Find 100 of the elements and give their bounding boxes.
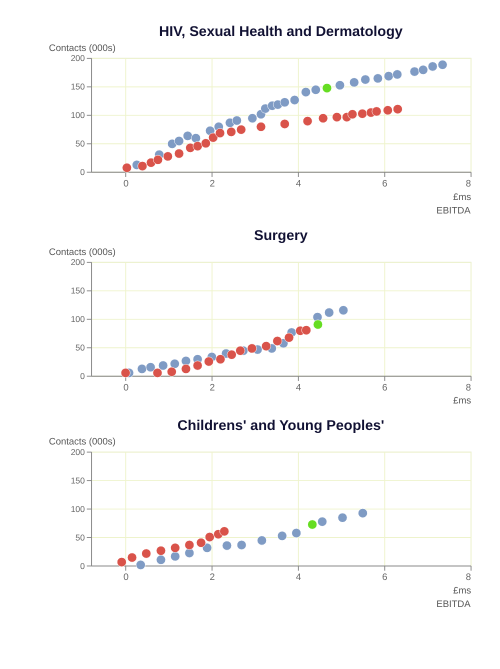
x-tick-label: 2 (210, 572, 215, 584)
point (219, 526, 230, 536)
x-tick-label: 4 (296, 572, 302, 584)
point (382, 105, 393, 116)
point (174, 148, 184, 158)
point (202, 543, 212, 553)
point (324, 308, 334, 318)
point (226, 127, 236, 137)
point (192, 141, 202, 151)
point (384, 71, 394, 81)
point (156, 554, 166, 565)
point (158, 360, 168, 370)
y-tick-label: 0 (80, 560, 86, 571)
point (196, 538, 206, 548)
y-tick-label: 50 (75, 532, 86, 542)
point (322, 83, 332, 93)
point (156, 546, 166, 556)
point (182, 131, 193, 141)
point (301, 325, 312, 336)
point (349, 78, 360, 88)
point (317, 516, 328, 527)
point (162, 152, 173, 162)
point (204, 356, 214, 366)
point (318, 113, 328, 124)
x-tick-label: 8 (466, 382, 472, 394)
point (166, 366, 177, 377)
x-tick-label: 0 (123, 178, 129, 190)
x-tick-label: 2 (210, 178, 215, 190)
x-tick-label: 0 (123, 572, 129, 584)
point (136, 560, 146, 570)
point (174, 136, 184, 146)
x-tick-label: 2 (210, 382, 215, 394)
point (181, 364, 191, 374)
y-axis-title: Contacts (000s) (48, 436, 116, 448)
y-tick-label: 200 (70, 446, 86, 457)
point (181, 356, 191, 366)
x-tick-label: 8 (466, 178, 472, 190)
point (338, 512, 348, 523)
point (357, 108, 368, 119)
x-axis-title: £ms (453, 585, 472, 596)
y-tick-label: 150 (70, 82, 86, 92)
point (360, 74, 370, 84)
point (348, 109, 358, 120)
y-tick-label: 100 (70, 504, 86, 514)
point (208, 132, 218, 142)
point (332, 112, 342, 122)
point (256, 536, 267, 546)
point (170, 543, 180, 553)
point (373, 74, 383, 84)
y-tick-label: 200 (70, 257, 86, 268)
point (247, 344, 257, 354)
point (170, 552, 180, 562)
point (184, 548, 194, 558)
point (192, 360, 202, 370)
point (248, 113, 258, 124)
point (261, 341, 272, 351)
point (338, 305, 348, 316)
point (256, 122, 266, 132)
point (222, 540, 232, 550)
point (438, 60, 448, 70)
text: EBITDA (436, 599, 472, 610)
chart-title: HIV, Sexual Health and Dermatology (159, 24, 403, 40)
y-tick-label: 150 (70, 475, 86, 486)
point (300, 87, 311, 97)
point (146, 362, 156, 372)
y-tick-label: 150 (70, 286, 86, 296)
text: EBITDA (436, 206, 472, 217)
point (272, 336, 282, 346)
x-tick-label: 6 (382, 178, 388, 190)
point (215, 128, 225, 138)
point (236, 124, 246, 134)
x-tick-label: 6 (382, 572, 388, 584)
y-tick-label: 0 (80, 371, 86, 382)
point (410, 66, 420, 76)
point (138, 161, 148, 171)
y-tick-label: 0 (80, 167, 86, 178)
x-tick-label: 8 (466, 572, 472, 584)
point (216, 354, 226, 364)
point (280, 119, 290, 129)
point (235, 346, 246, 356)
point (204, 532, 215, 542)
point (152, 368, 162, 378)
point (428, 62, 438, 72)
point (290, 95, 300, 105)
chart-title: Childrens' and Young Peoples' (177, 418, 384, 434)
point (170, 358, 180, 369)
point (284, 332, 294, 342)
point (358, 508, 368, 518)
chart-title: Surgery (254, 228, 308, 244)
point (335, 80, 345, 90)
point (184, 540, 194, 550)
point (307, 520, 318, 530)
point (313, 320, 323, 330)
point (153, 154, 163, 165)
point (116, 557, 127, 567)
point (277, 531, 287, 541)
point (122, 162, 132, 173)
point (392, 70, 402, 80)
point (302, 116, 312, 126)
y-tick-label: 200 (70, 53, 86, 64)
